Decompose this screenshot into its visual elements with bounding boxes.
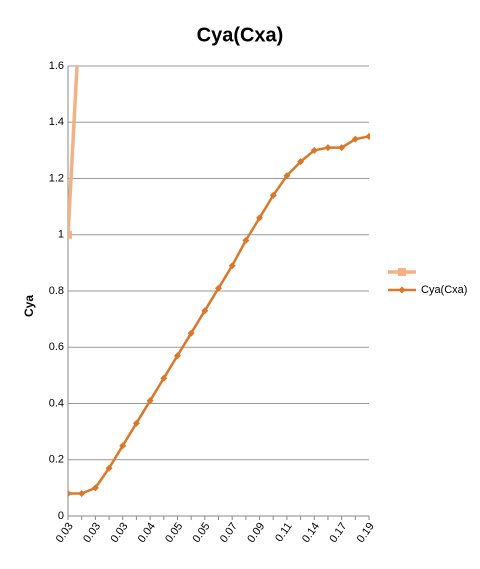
series-line bbox=[68, 135, 370, 495]
x-tick-label: 0.03 bbox=[81, 521, 103, 545]
point-marker bbox=[256, 214, 264, 222]
point-marker bbox=[68, 490, 72, 497]
y-tick-label: 1.4 bbox=[49, 116, 64, 128]
point-marker bbox=[365, 132, 370, 140]
x-tick-label: 0.09 bbox=[245, 521, 267, 545]
y-tick-label: 1.2 bbox=[49, 172, 64, 184]
x-tick-label: 0.05 bbox=[163, 521, 185, 545]
x-tick-label: 0.05 bbox=[191, 521, 213, 545]
legend-marker bbox=[398, 268, 406, 276]
point-marker bbox=[187, 329, 195, 337]
point-marker bbox=[269, 191, 277, 199]
legend-label: Cya(Cxa) bbox=[421, 284, 467, 296]
point-marker bbox=[351, 135, 359, 143]
y-tick-label: 1 bbox=[58, 229, 64, 241]
point-marker bbox=[338, 144, 346, 152]
x-tick-label: 0.11 bbox=[273, 521, 295, 545]
point-marker bbox=[283, 172, 291, 180]
point-marker bbox=[297, 158, 305, 166]
y-tick-label: 1.6 bbox=[49, 60, 64, 72]
point-marker bbox=[78, 490, 86, 497]
x-tick-label: 0.14 bbox=[300, 521, 322, 545]
series-layer bbox=[68, 66, 370, 497]
y-tick-label: 0.6 bbox=[49, 341, 64, 353]
point-marker bbox=[228, 262, 236, 270]
point-marker bbox=[160, 374, 168, 382]
point-marker bbox=[215, 284, 222, 292]
point-marker bbox=[91, 484, 99, 492]
x-tick-label: 0.04 bbox=[136, 521, 158, 545]
x-tick-label: 0.19 bbox=[355, 521, 377, 545]
y-axis-label: Cya bbox=[22, 295, 36, 317]
chart-title: Cya(Cxa) bbox=[197, 24, 284, 46]
point-marker bbox=[132, 419, 140, 427]
point-marker bbox=[242, 236, 250, 244]
point-marker bbox=[119, 442, 127, 450]
point-marker bbox=[68, 230, 72, 239]
y-tick-label: 0.4 bbox=[49, 397, 64, 409]
x-tick-label: 0.17 bbox=[327, 521, 349, 545]
x-tick-label: 0.03 bbox=[54, 521, 76, 545]
point-marker bbox=[173, 352, 181, 360]
y-tick-label: 0.2 bbox=[49, 454, 64, 466]
point-marker bbox=[201, 307, 209, 315]
point-marker bbox=[324, 144, 332, 152]
y-tick-label: 0.8 bbox=[49, 285, 64, 297]
point-marker bbox=[310, 146, 318, 154]
point-marker bbox=[105, 464, 113, 472]
series-line bbox=[68, 66, 79, 235]
legend-marker bbox=[398, 286, 406, 294]
x-tick-label: 0.03 bbox=[108, 521, 130, 545]
x-tick-label: 0.07 bbox=[218, 521, 240, 545]
y-tick-label: 0 bbox=[58, 510, 64, 522]
point-marker bbox=[146, 397, 154, 405]
